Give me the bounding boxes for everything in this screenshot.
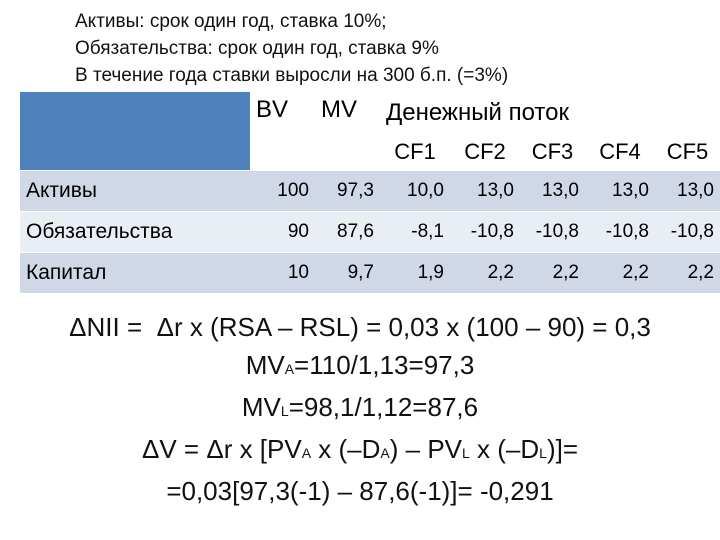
column-subheader: CF1 (380, 134, 450, 171)
header-line: Активы: срок один год, ставка 10%; (75, 11, 387, 32)
subheader-row: CF1 CF2 CF3 CF4 CF5 (20, 134, 720, 171)
cell: 1,9 (380, 252, 450, 293)
cell: -10,8 (585, 211, 655, 253)
formula-line: ΔNII = Δr x (RSA – RSL) = 0,03 x (100 – … (0, 308, 720, 346)
formula-line: =0,03[97,3(-1) – 87,6(-1)]= -0,291 (0, 472, 720, 510)
cell: 2,2 (450, 252, 520, 293)
column-header: BV (250, 92, 315, 171)
subscript: L (539, 445, 547, 461)
table-row: Капитал 10 9,7 1,9 2,2 2,2 2,2 2,2 (20, 252, 720, 293)
formula-text: =0,03[97,3(-1) – 87,6(-1)]= -0,291 (166, 476, 554, 506)
header-line: В течение года ставки выросли на 300 б.п… (75, 65, 509, 86)
cell: 13,0 (450, 170, 520, 212)
cell: -10,8 (655, 211, 720, 253)
subscript: L (280, 403, 289, 419)
header-row: BV MV Денежный поток (20, 92, 720, 171)
formula-line: MVL=98,1/1,12=87,6 (0, 388, 720, 430)
cell: 100 (250, 170, 315, 212)
formula-text: MV (241, 392, 281, 422)
subscript: A (284, 361, 295, 377)
subscript: A (380, 445, 390, 461)
cell: 10 (250, 252, 315, 293)
cell: 90 (250, 211, 315, 253)
cell: -10,8 (450, 211, 520, 253)
formula-line: ΔV = Δr x [PVA x (–DA) – PVL x (–DL)]= (0, 430, 720, 472)
cell: -8,1 (380, 211, 450, 253)
column-subheader: CF4 (585, 134, 655, 171)
formula-text: ) – PV (389, 434, 462, 464)
subscript: A (301, 445, 312, 461)
column-subheader: CF3 (520, 134, 585, 171)
cell: 9,7 (315, 252, 380, 293)
column-header: MV (315, 92, 380, 171)
header: Активы: срок один год, ставка 10%; Обязат… (75, 8, 508, 89)
cell: 10,0 (380, 170, 450, 212)
subscript: L (462, 445, 470, 461)
formula-text: x (–D (469, 434, 540, 464)
column-header: Денежный поток (380, 92, 720, 134)
cell: 2,2 (585, 252, 655, 293)
formulas: ΔNII = Δr x (RSA – RSL) = 0,03 x (100 – … (0, 308, 720, 510)
formula-text: x (–D (311, 434, 381, 464)
cell: 13,0 (520, 170, 585, 212)
formula-line: MVA=110/1,13=97,3 (0, 346, 720, 388)
table-row: Обязательства 90 87,6 -8,1 -10,8 -10,8 -10,8 -1… (20, 211, 720, 253)
row-label: Обязательства (20, 211, 250, 253)
cell: 87,6 (315, 211, 380, 253)
table: BV MV Денежный поток CF1 CF2 CF3 CF4 CF5 Активы 1… (20, 92, 720, 293)
row-label: Капитал (20, 252, 250, 293)
cell: 13,0 (655, 170, 720, 212)
formula-text: ΔV = Δr x [PV (141, 434, 302, 464)
cell: 2,2 (520, 252, 585, 293)
formula-text: ΔNII = Δr x (RSA – RSL) = 0,03 x (100 – … (69, 312, 651, 342)
corner-cell (20, 92, 250, 171)
formula-text: MV (245, 350, 285, 380)
formula-text: =110/1,13=97,3 (294, 350, 475, 380)
cell: 2,2 (655, 252, 720, 293)
column-subheader: CF2 (450, 134, 520, 171)
column-subheader: CF5 (655, 134, 720, 171)
formula-text: )]= (546, 434, 579, 464)
row-label: Активы (20, 170, 250, 212)
header-line: Обязательства: срок один год, ставка 9% (75, 38, 439, 59)
cell: 97,3 (315, 170, 380, 212)
table-row: Активы 100 97,3 10,0 13,0 13,0 13,0 13,0 (20, 170, 720, 212)
formula-text: =98,1/1,12=87,6 (288, 392, 479, 422)
cell: 13,0 (585, 170, 655, 212)
cell: -10,8 (520, 211, 585, 253)
